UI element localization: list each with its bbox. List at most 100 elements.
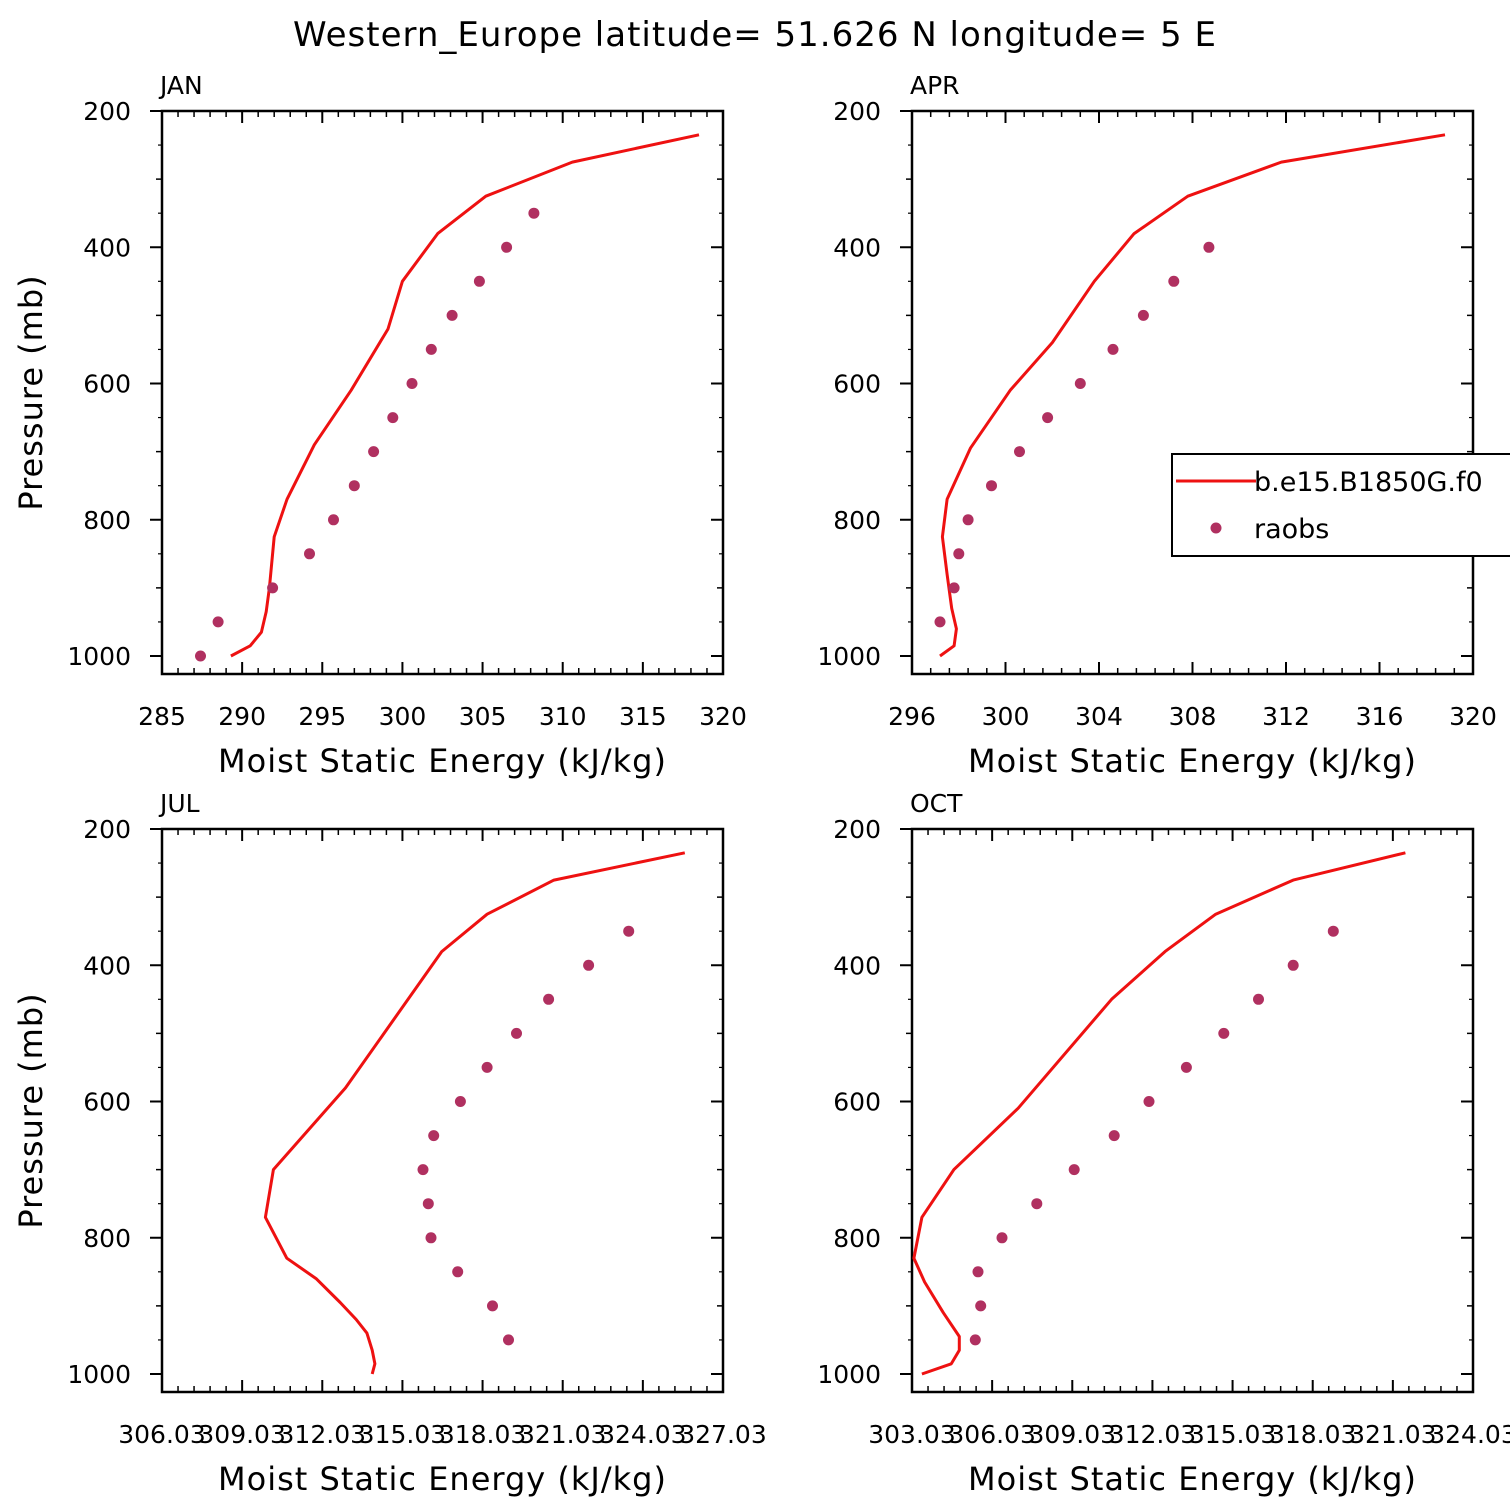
raobs-point [503, 1334, 514, 1346]
x-tick-label: 320 [699, 702, 747, 731]
raobs-point [1068, 1164, 1080, 1176]
x-axis-label: Moist Static Energy (kJ/kg) [968, 742, 1417, 780]
raobs-point [1074, 378, 1086, 389]
raobs-point [1180, 1061, 1192, 1073]
x-tick-label: 306.03 [948, 1420, 1035, 1449]
legend-box [1171, 453, 1510, 557]
y-tick-label: 1000 [67, 1360, 131, 1389]
series-group [912, 851, 1406, 1376]
plot-frame [160, 827, 725, 1394]
raobs-point [452, 1266, 464, 1278]
model-profile-line [939, 133, 1446, 658]
legend-obs-label: raobs [1254, 514, 1329, 545]
x-tick-label: 300 [379, 702, 427, 731]
raobs-point [1253, 993, 1264, 1005]
raobs-point [528, 207, 540, 219]
panel-apr: 296 300 304 308 312 316 320 200 400 600 800 1000 APR… [817, 71, 1510, 780]
x-tick-label: 312.03 [279, 1420, 366, 1449]
figure-title: Western_Europe latitude= 51.626 N longit… [293, 15, 1217, 55]
y-tick-label: 800 [833, 506, 881, 535]
y-tick-label: 1000 [67, 642, 131, 671]
x-tick-label: 320 [1449, 702, 1497, 731]
x-tick-label: 315.03 [359, 1420, 446, 1449]
panel-month-label: JUL [158, 789, 200, 818]
raobs-point [969, 1334, 981, 1346]
raobs-point [446, 309, 458, 321]
raobs-point [195, 650, 206, 662]
raobs-point [934, 616, 946, 628]
y-tick-label: 400 [83, 233, 131, 262]
y-tick-label: 600 [833, 370, 881, 399]
raobs-point [986, 480, 997, 492]
raobs-point [422, 1198, 434, 1210]
series-group [263, 851, 686, 1375]
x-tick-label: 315 [619, 702, 667, 731]
raobs-point [583, 959, 595, 971]
x-tick-label: 321.03 [519, 1420, 606, 1449]
raobs-point [425, 1232, 437, 1244]
x-tick-label: 308 [1169, 702, 1217, 731]
x-tick-label: 316 [1356, 702, 1404, 731]
panel-jan: 285 290 295 300 305 310 315 320 200 400 600 800 1000… [12, 71, 747, 780]
panel-month-label: APR [910, 71, 960, 100]
legend-obs-swatch [1210, 522, 1222, 534]
x-tick-label: 324.03 [599, 1420, 686, 1449]
y-tick-label: 600 [833, 1088, 881, 1117]
y-tick-label: 1000 [817, 642, 881, 671]
x-tick-label: 312 [1262, 702, 1310, 731]
raobs-point [501, 241, 513, 253]
raobs-point [1042, 412, 1054, 424]
raobs-point [387, 412, 399, 424]
panel-oct: 303.03306.03309.03312.03315.03318.03321.… [817, 789, 1510, 1498]
y-tick-label: 1000 [817, 1360, 881, 1389]
y-tick-label: 600 [83, 1088, 131, 1117]
y-tick-label: 200 [83, 97, 131, 126]
raobs-point [304, 548, 315, 560]
plot-frame [160, 109, 725, 676]
y-tick-label: 400 [83, 951, 131, 980]
raobs-point [1107, 343, 1119, 355]
raobs-point [948, 582, 960, 594]
raobs-point [1327, 925, 1339, 937]
x-tick-label: 295 [298, 702, 346, 731]
y-tick-label: 200 [83, 815, 131, 844]
raobs-point [212, 616, 224, 628]
model-profile-line [263, 851, 686, 1375]
panel-month-label: JAN [158, 71, 203, 100]
y-tick-label: 800 [833, 1224, 881, 1253]
raobs-point [1031, 1198, 1043, 1210]
raobs-point [543, 993, 555, 1005]
x-tick-label: 318.03 [1269, 1420, 1356, 1449]
raobs-point [406, 378, 418, 389]
raobs-point [487, 1300, 498, 1312]
x-axis-label: Moist Static Energy (kJ/kg) [968, 1460, 1417, 1498]
x-tick-label: 318.03 [439, 1420, 526, 1449]
raobs-point [473, 275, 485, 287]
raobs-point [267, 582, 279, 594]
y-tick-label: 800 [83, 506, 131, 535]
x-axis-label: Moist Static Energy (kJ/kg) [218, 1460, 667, 1498]
y-axis-label: Pressure (mb) [12, 274, 50, 510]
y-axis-label: Pressure (mb) [12, 992, 50, 1228]
raobs-point [428, 1130, 440, 1142]
raobs-point [417, 1164, 429, 1176]
raobs-point [1108, 1130, 1120, 1142]
raobs-point [1137, 309, 1149, 321]
panel-month-label: OCT [910, 789, 963, 818]
raobs-point [511, 1027, 522, 1039]
raobs-point [348, 480, 360, 492]
x-tick-label: 309.03 [1029, 1420, 1116, 1449]
raobs-point [425, 343, 437, 355]
raobs-point [368, 446, 380, 458]
y-tick-label: 400 [833, 951, 881, 980]
x-tick-label: 303.03 [868, 1420, 955, 1449]
series-group [195, 133, 700, 662]
x-tick-label: 310 [539, 702, 587, 731]
raobs-point [623, 925, 635, 937]
y-tick-label: 400 [833, 233, 881, 262]
legend-model-label: b.e15.B1850G.f0 [1254, 467, 1483, 498]
x-tick-label: 290 [218, 702, 266, 731]
y-tick-label: 600 [83, 370, 131, 399]
raobs-point [962, 514, 974, 526]
